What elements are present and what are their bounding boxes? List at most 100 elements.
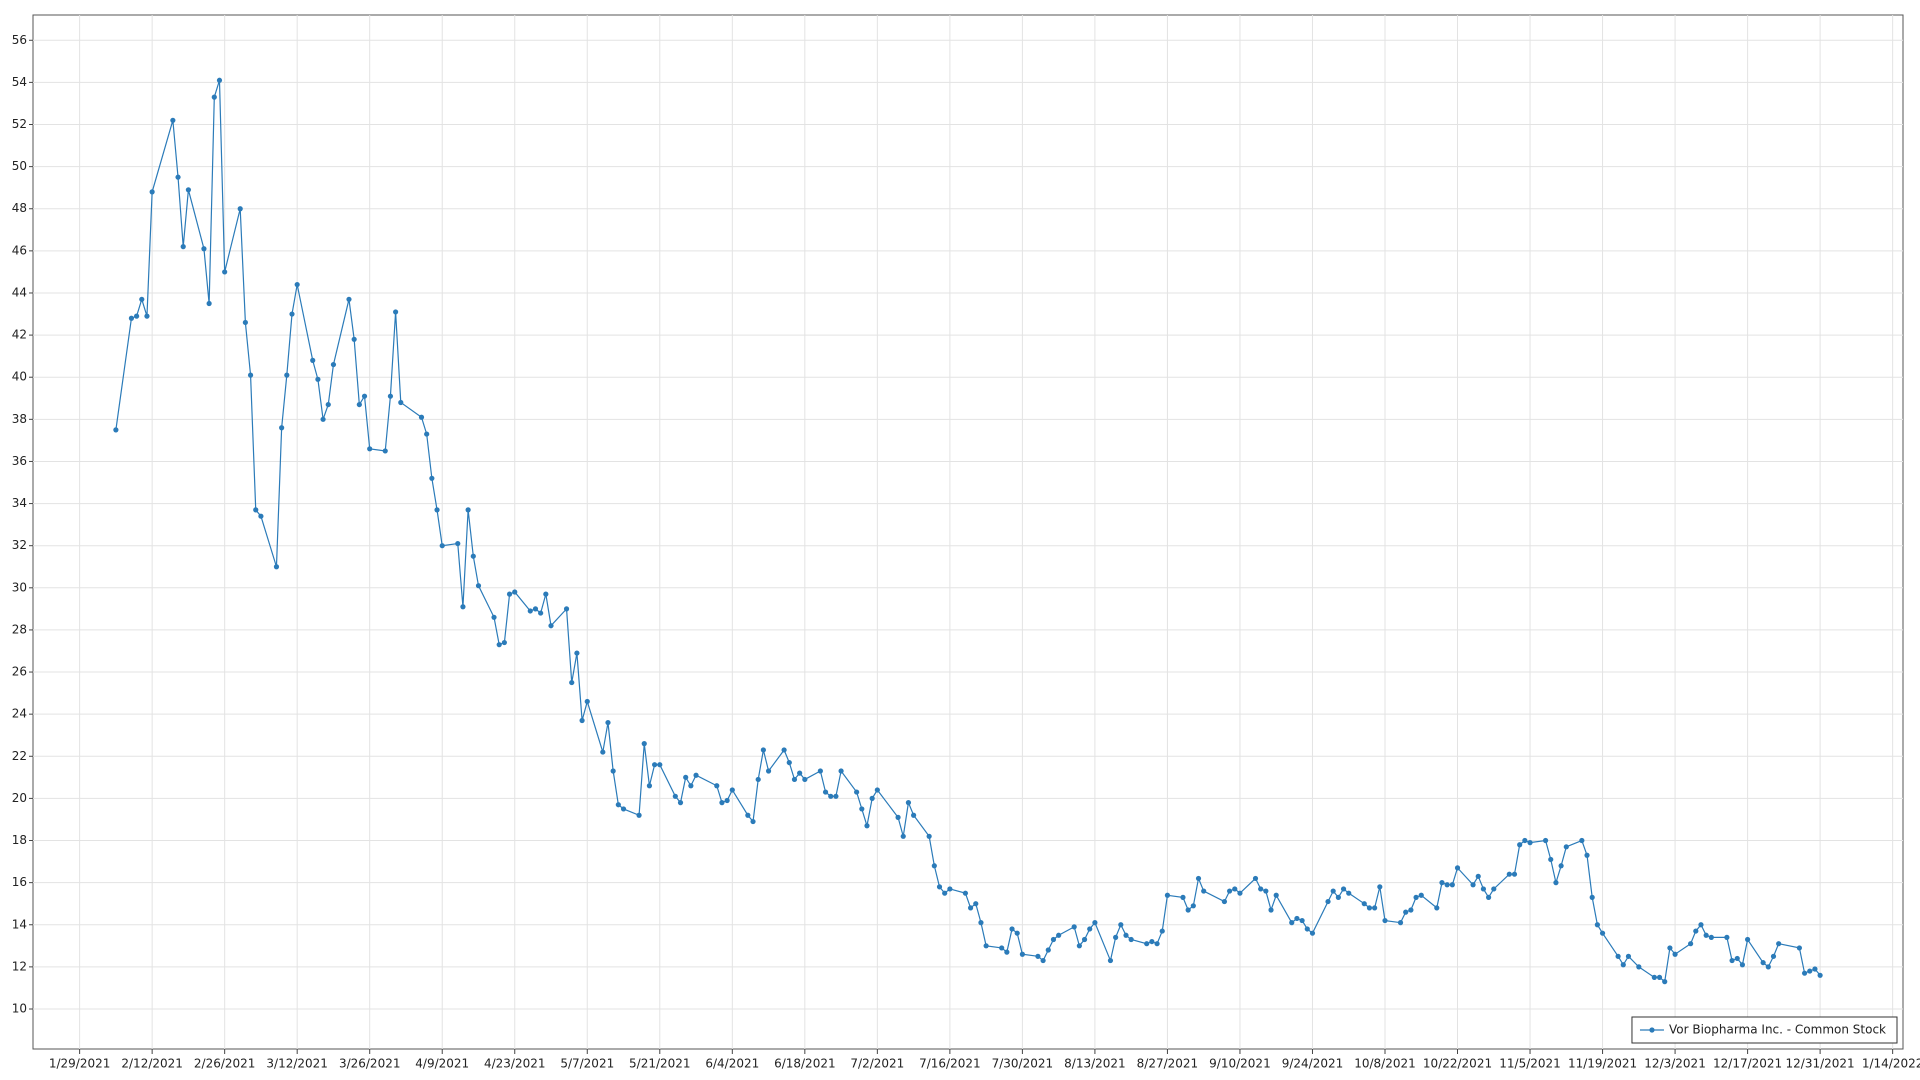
data-point (367, 446, 373, 452)
data-point (942, 890, 948, 896)
data-point (1335, 894, 1341, 900)
y-tick-label: 48 (12, 201, 27, 215)
data-point (387, 393, 394, 399)
data-point (279, 425, 285, 431)
data-point (1615, 953, 1621, 959)
data-point (382, 448, 388, 454)
x-tick-label: 7/2/2021 (850, 1057, 904, 1071)
data-point (1579, 837, 1585, 844)
data-point (253, 507, 259, 513)
data-point (1584, 852, 1590, 858)
data-point (1377, 884, 1383, 890)
data-point (247, 372, 254, 378)
data-point (1071, 924, 1077, 930)
data-point (1454, 865, 1461, 871)
x-tick-label: 6/18/2021 (774, 1057, 836, 1071)
data-point (1522, 837, 1528, 844)
data-point (1009, 926, 1015, 932)
data-point (1672, 951, 1678, 957)
data-point (817, 768, 823, 774)
data-point (1620, 962, 1626, 968)
data-point (1527, 840, 1533, 846)
data-point (900, 833, 906, 839)
data-point (144, 313, 150, 319)
data-point (967, 905, 974, 911)
data-point (1470, 882, 1476, 888)
data-point (1491, 886, 1497, 892)
data-point (1304, 926, 1310, 932)
data-point (434, 507, 440, 513)
data-point (330, 361, 337, 368)
data-point (569, 679, 575, 686)
y-tick-label: 52 (12, 117, 27, 131)
data-point (346, 296, 352, 302)
data-point (1366, 905, 1373, 911)
data-point (978, 920, 984, 926)
data-point (491, 614, 497, 620)
y-tick-label: 30 (12, 580, 27, 594)
y-tick-label: 18 (12, 833, 27, 847)
data-point (1019, 951, 1025, 957)
data-point (185, 187, 192, 193)
data-point (1594, 922, 1600, 928)
data-point (543, 591, 549, 597)
data-point (936, 884, 943, 890)
data-point (1625, 953, 1632, 959)
data-point (822, 789, 829, 795)
data-point (657, 762, 663, 768)
data-point (294, 281, 300, 288)
data-point (211, 94, 217, 100)
data-point (201, 246, 207, 252)
data-point (1226, 888, 1233, 894)
data-point (1796, 945, 1802, 951)
data-point (672, 793, 678, 799)
data-point (791, 776, 798, 783)
data-point (325, 401, 331, 408)
data-point (1812, 966, 1818, 972)
x-tick-label: 6/4/2021 (705, 1057, 759, 1071)
data-point (864, 823, 870, 829)
data-point (1801, 970, 1808, 976)
data-point (1252, 875, 1259, 882)
y-tick-label: 12 (12, 959, 27, 973)
data-point (931, 863, 937, 869)
x-tick-label: 3/26/2021 (339, 1057, 401, 1071)
data-point (170, 117, 176, 123)
data-point (1656, 974, 1663, 980)
data-point (1444, 882, 1450, 888)
data-point (439, 543, 445, 549)
data-point (1185, 907, 1191, 913)
data-point (926, 833, 932, 839)
data-point (1232, 886, 1238, 892)
data-point (1729, 957, 1735, 964)
data-point (1258, 886, 1264, 892)
data-point (688, 783, 694, 789)
data-point (615, 802, 621, 808)
data-point (1636, 964, 1642, 970)
data-point (1263, 888, 1269, 894)
data-point (1045, 947, 1051, 953)
data-point (284, 372, 290, 378)
data-point (1662, 979, 1668, 985)
data-point (1558, 863, 1564, 869)
data-point (393, 309, 399, 315)
data-point (134, 313, 140, 319)
data-point (999, 945, 1005, 951)
data-point (1144, 941, 1150, 947)
data-point (1190, 903, 1196, 909)
grid (33, 15, 1903, 1049)
data-point (563, 606, 570, 612)
data-point (610, 768, 616, 774)
data-point (1201, 888, 1207, 894)
data-point (1164, 892, 1171, 898)
data-point (258, 513, 264, 519)
data-point (418, 414, 425, 420)
data-point (1309, 930, 1316, 936)
data-point (149, 189, 155, 195)
y-tick-label: 24 (12, 707, 27, 721)
plot-area (32, 14, 1904, 1050)
data-point (1325, 898, 1331, 905)
data-point (802, 776, 808, 783)
